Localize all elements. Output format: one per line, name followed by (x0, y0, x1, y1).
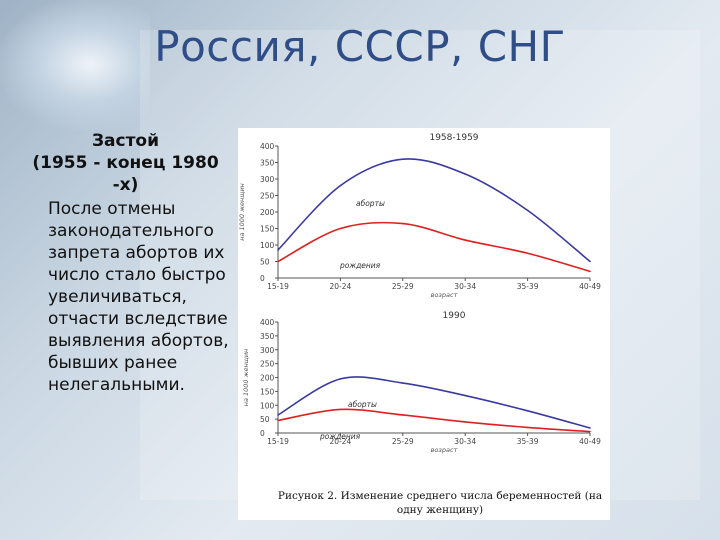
chart-panel: 1958-1959 0 50 100 150 200 250 300 350 400 15-19 20… (238, 128, 610, 520)
data-point-births (339, 227, 342, 230)
data-point-births (402, 414, 404, 416)
y-tick-label: 350 (260, 159, 275, 168)
data-point-abortions (339, 378, 342, 380)
y-tick-label: 0 (260, 429, 265, 438)
figure-caption: Рисунок 2. Изменение среднего числа бере… (277, 490, 603, 516)
data-point-births (339, 408, 342, 411)
data-point-abortions (589, 427, 591, 429)
series-line-abortions (277, 158, 591, 263)
series-line-births (277, 408, 591, 433)
data-point-abortions (339, 184, 342, 187)
y-tick-label: 0 (260, 274, 265, 283)
series-label-abortions: аборты (356, 199, 385, 208)
y-tick-label: 250 (260, 360, 275, 369)
x-tick-label: 25-29 (392, 282, 414, 291)
data-point-births (402, 222, 404, 225)
data-point-abortions (277, 249, 279, 251)
data-point-abortions (464, 394, 466, 397)
x-tick-label: 25-29 (392, 437, 414, 446)
chart-title: 1958-1959 (429, 133, 478, 143)
x-axis-label: возраст (431, 291, 458, 299)
series-label-abortions: аборты (348, 400, 377, 409)
x-tick-label: 30-34 (454, 282, 476, 291)
data-point-abortions (402, 382, 404, 384)
data-point-births (277, 260, 279, 263)
data-point-births (464, 239, 466, 241)
y-tick-label: 150 (260, 225, 275, 234)
x-tick-label: 35-39 (517, 282, 539, 291)
data-point-births (464, 421, 466, 423)
slide-title: Россия, СССР, СНГ (154, 22, 566, 71)
chart-title: 1990 (443, 311, 466, 321)
body-paragraph: После отмены законодательного запрета аб… (48, 199, 229, 395)
y-tick-label: 50 (260, 415, 270, 424)
charts-svg: 1958-1959 0 50 100 150 200 250 300 350 400 15-19 20… (238, 133, 601, 454)
x-axis-label: возраст (431, 446, 458, 454)
data-point-abortions (526, 209, 529, 212)
x-tick-label: 15-19 (267, 437, 289, 446)
y-tick-label: 150 (260, 387, 275, 396)
data-point-abortions (589, 260, 591, 263)
data-point-births (526, 426, 529, 429)
x-tick-label: 15-19 (267, 282, 289, 291)
series-label-births: рождения (319, 432, 361, 441)
x-tick-label: 40-49 (579, 437, 601, 446)
x-tick-label: 35-39 (517, 437, 539, 446)
y-tick-label: 50 (260, 258, 270, 267)
y-tick-label: 300 (260, 346, 275, 355)
y-tick-label: 400 (260, 318, 275, 327)
data-point-births (526, 252, 529, 255)
data-point-abortions (464, 173, 466, 175)
data-point-abortions (526, 410, 529, 412)
y-tick-label: 350 (260, 332, 275, 341)
y-tick-label: 250 (260, 192, 275, 201)
x-tick-label: 20-24 (330, 437, 352, 446)
x-tick-label: 20-24 (330, 282, 352, 291)
y-tick-label: 100 (260, 241, 275, 250)
y-axis-label: на 1000 женщин (242, 349, 250, 407)
data-point-abortions (402, 158, 404, 160)
y-tick-label: 200 (260, 374, 275, 383)
y-tick-label: 100 (260, 401, 275, 410)
series-label-births: рождения (339, 261, 381, 270)
y-tick-label: 300 (260, 175, 275, 184)
series-line-abortions (277, 376, 591, 429)
background-photo (0, 0, 150, 130)
data-point-abortions (277, 414, 279, 416)
period-heading: Застой (1955 - конец 1980 -х) (32, 131, 219, 195)
y-tick-label: 200 (260, 208, 275, 217)
data-point-births (277, 419, 279, 422)
data-point-births (589, 430, 591, 433)
x-tick-label: 40-49 (579, 282, 601, 291)
y-axis-label: на 1000 женщин (238, 183, 246, 241)
y-tick-label: 400 (260, 142, 275, 151)
text-block: Застой (1955 - конец 1980 -х) После отме… (8, 130, 243, 396)
data-point-births (589, 270, 591, 273)
series-line-births (277, 221, 591, 273)
x-tick-label: 30-34 (454, 437, 476, 446)
